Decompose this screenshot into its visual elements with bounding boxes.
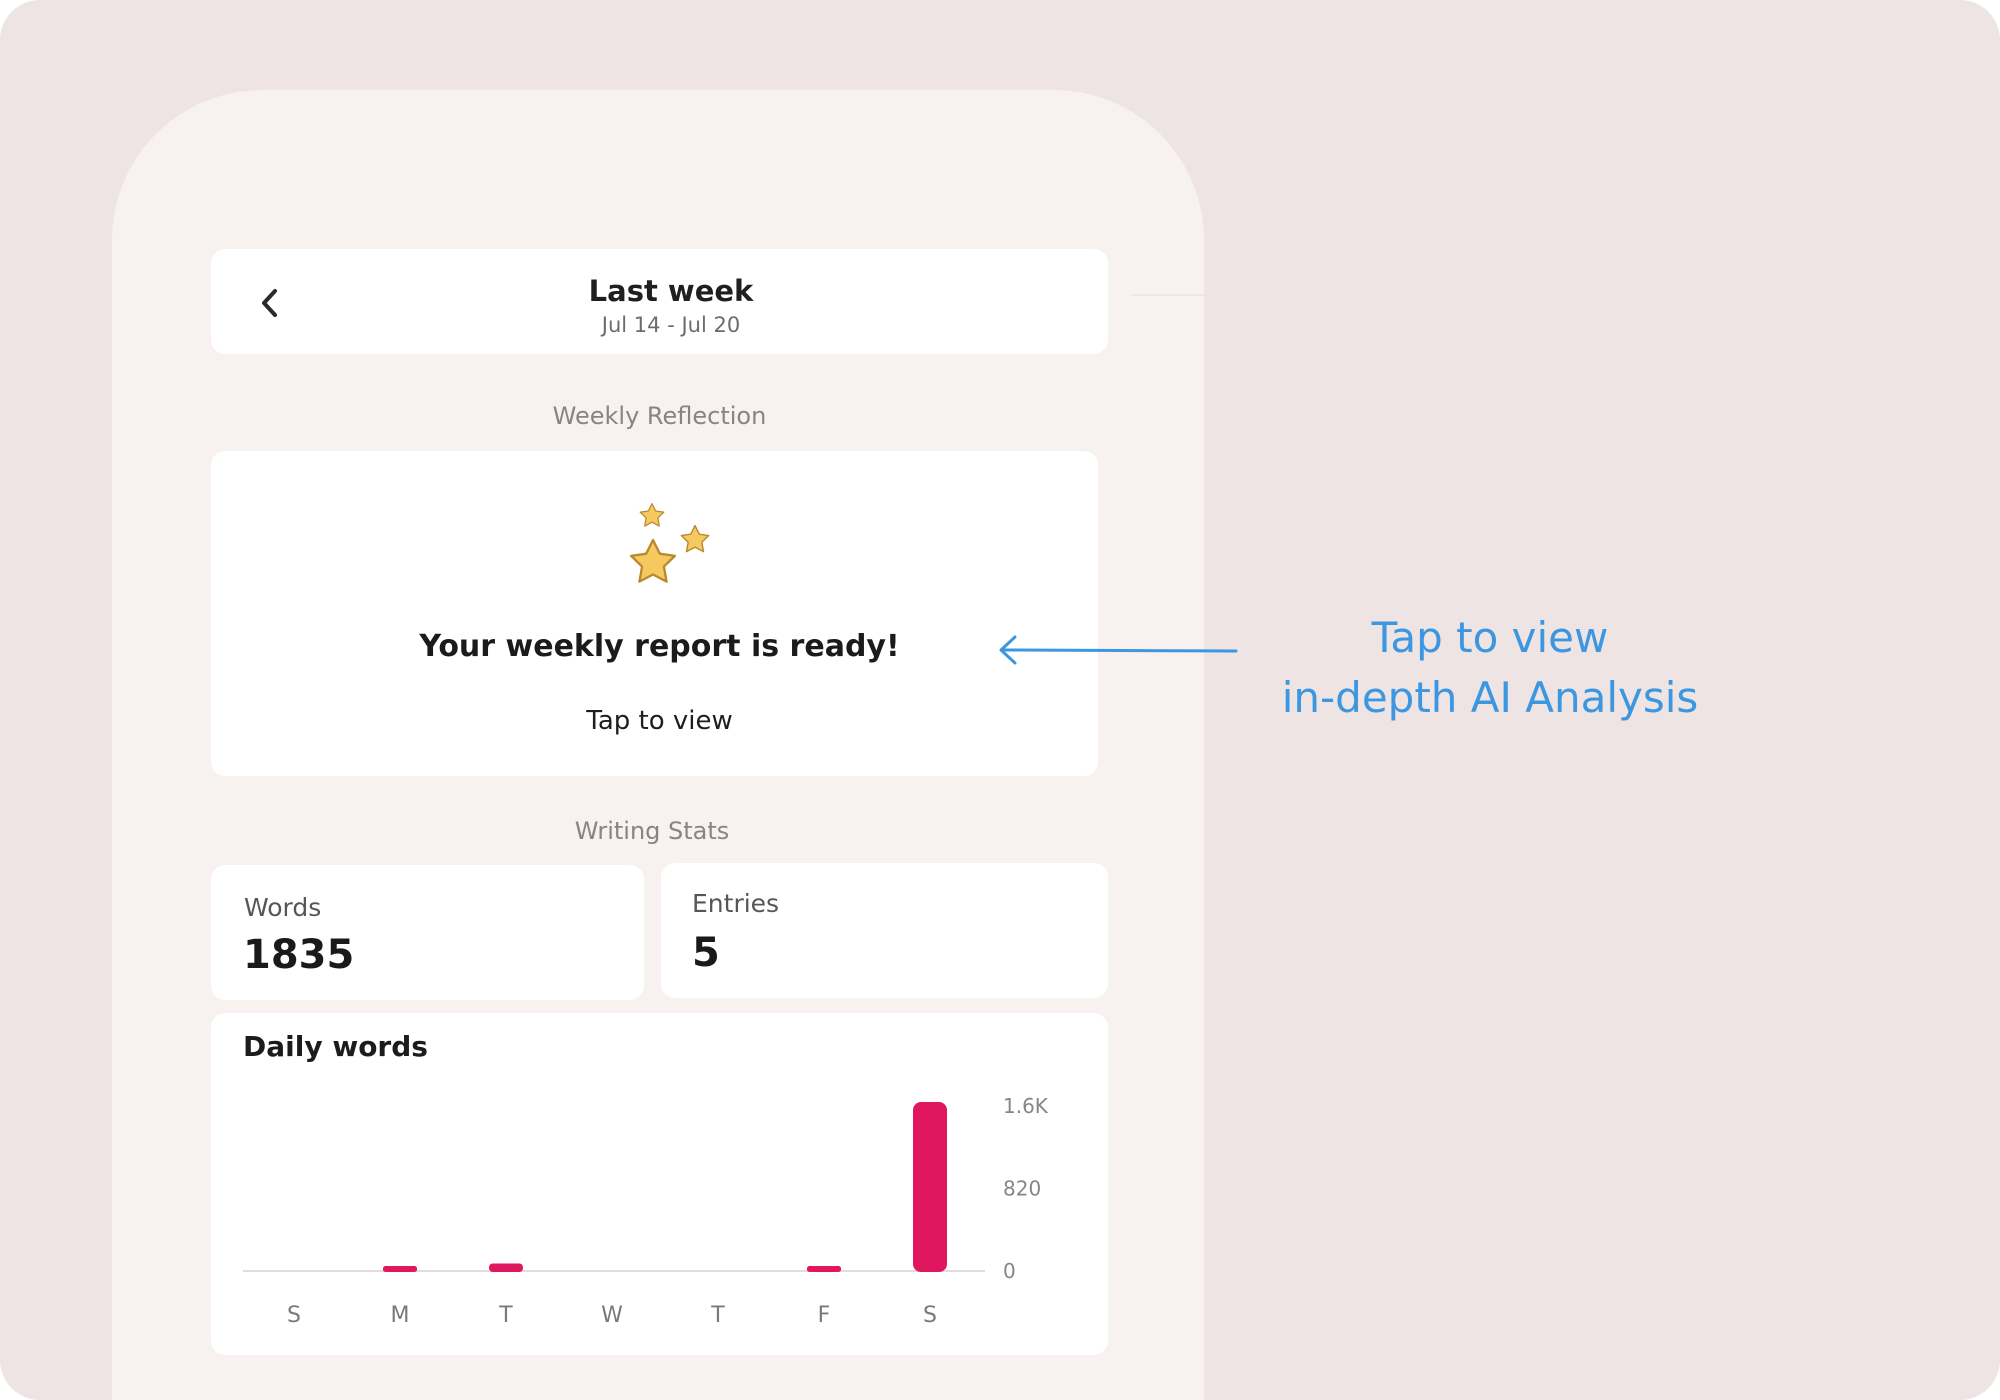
x-tick-label: M — [391, 1303, 410, 1328]
annotation-line-2: in-depth AI Analysis — [1281, 673, 1699, 722]
x-tick-label: F — [818, 1303, 831, 1328]
report-ready-message: Your weekly report is ready! — [419, 629, 900, 664]
header-card — [211, 249, 1108, 354]
entries-value: 5 — [692, 930, 720, 976]
words-value: 1835 — [243, 932, 355, 978]
back-button[interactable] — [250, 283, 290, 323]
x-tick-label: T — [710, 1303, 725, 1328]
words-label: Words — [244, 893, 322, 922]
y-tick-label: 0 — [1003, 1259, 1016, 1283]
daily-words-title: Daily words — [243, 1030, 428, 1063]
daily-words-chart: 0 820 1.6K S M T W T F S — [243, 1094, 1049, 1328]
weekly-reflection-label: Weekly Reflection — [552, 402, 767, 430]
stars-icon — [630, 502, 710, 583]
arrow-left-icon — [999, 635, 1238, 665]
x-tick-label: T — [498, 1303, 513, 1328]
chart-bar — [807, 1266, 841, 1272]
daily-words-card — [211, 1013, 1108, 1355]
entries-stat-card — [661, 863, 1108, 998]
writing-stats-label: Writing Stats — [574, 817, 730, 845]
page-title: Last week — [588, 274, 754, 308]
chart-bar — [383, 1266, 417, 1272]
x-tick-label: S — [923, 1303, 937, 1328]
x-tick-label: W — [601, 1303, 623, 1328]
entries-label: Entries — [692, 889, 780, 918]
chart-bar — [913, 1101, 947, 1272]
annotation-line-1: Tap to view — [1371, 613, 1609, 662]
chart-bar — [489, 1263, 523, 1272]
chevron-left-icon — [262, 289, 277, 317]
y-tick-label: 1.6K — [1003, 1094, 1049, 1118]
annotation-callout: Tap to view in-depth AI Analysis — [1250, 608, 1730, 728]
phone-divider — [1132, 294, 1204, 296]
date-range: Jul 14 - Jul 20 — [601, 313, 741, 337]
tap-to-view-link[interactable]: Tap to view — [586, 706, 733, 736]
words-stat-card — [211, 865, 644, 1000]
weekly-report-card[interactable] — [211, 451, 1098, 776]
y-tick-label: 820 — [1003, 1177, 1041, 1201]
x-tick-label: S — [287, 1303, 301, 1328]
